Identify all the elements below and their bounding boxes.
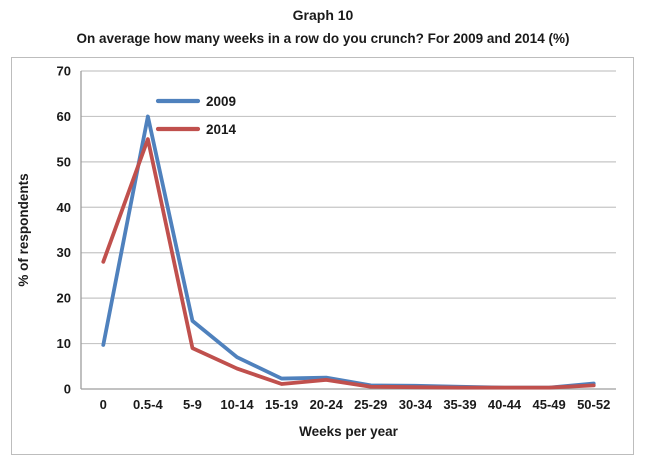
y-tick-label: 0 xyxy=(64,382,71,397)
chart-plot-container: 0 10 20 30 40 50 60 70 0 0.5-4 5-9 10-14 15-19 20-24 2… xyxy=(11,57,634,455)
x-axis-title: Weeks per year xyxy=(299,424,399,439)
y-tick-label: 40 xyxy=(57,200,71,215)
x-tick-label: 20-24 xyxy=(310,397,344,412)
series-line-2014 xyxy=(101,137,596,390)
x-tick-label: 0 xyxy=(100,397,107,412)
chart-subtitle: On average how many weeks in a row do yo… xyxy=(76,31,570,46)
x-tick-label: 15-19 xyxy=(265,397,298,412)
legend-label-2014: 2014 xyxy=(206,122,237,137)
x-tick-label: 25-29 xyxy=(354,397,387,412)
x-tick-label: 5-9 xyxy=(183,397,202,412)
y-tick-label: 50 xyxy=(57,154,71,169)
x-tick-label: 30-34 xyxy=(399,397,433,412)
x-tick-label: 45-49 xyxy=(533,397,566,412)
y-tick-label: 30 xyxy=(57,245,71,260)
y-tick-label: 70 xyxy=(57,64,71,79)
x-tick-label: 10-14 xyxy=(220,397,254,412)
x-tick-label: 0.5-4 xyxy=(133,397,163,412)
chart-title: Graph 10 xyxy=(292,7,354,23)
y-tick-label: 20 xyxy=(57,291,71,306)
x-tick-label: 50-52 xyxy=(577,397,610,412)
y-axis-title: % of respondents xyxy=(16,173,31,286)
y-tick-label: 10 xyxy=(57,336,71,351)
y-tick-label: 60 xyxy=(57,109,71,124)
legend-label-2009: 2009 xyxy=(206,94,236,109)
chart-svg: 0 10 20 30 40 50 60 70 0 0.5-4 5-9 10-14 15-19 20-24 2… xyxy=(16,64,616,439)
x-tick-label: 35-39 xyxy=(443,397,476,412)
x-tick-label: 40-44 xyxy=(488,397,522,412)
series-line-2009 xyxy=(101,114,596,390)
